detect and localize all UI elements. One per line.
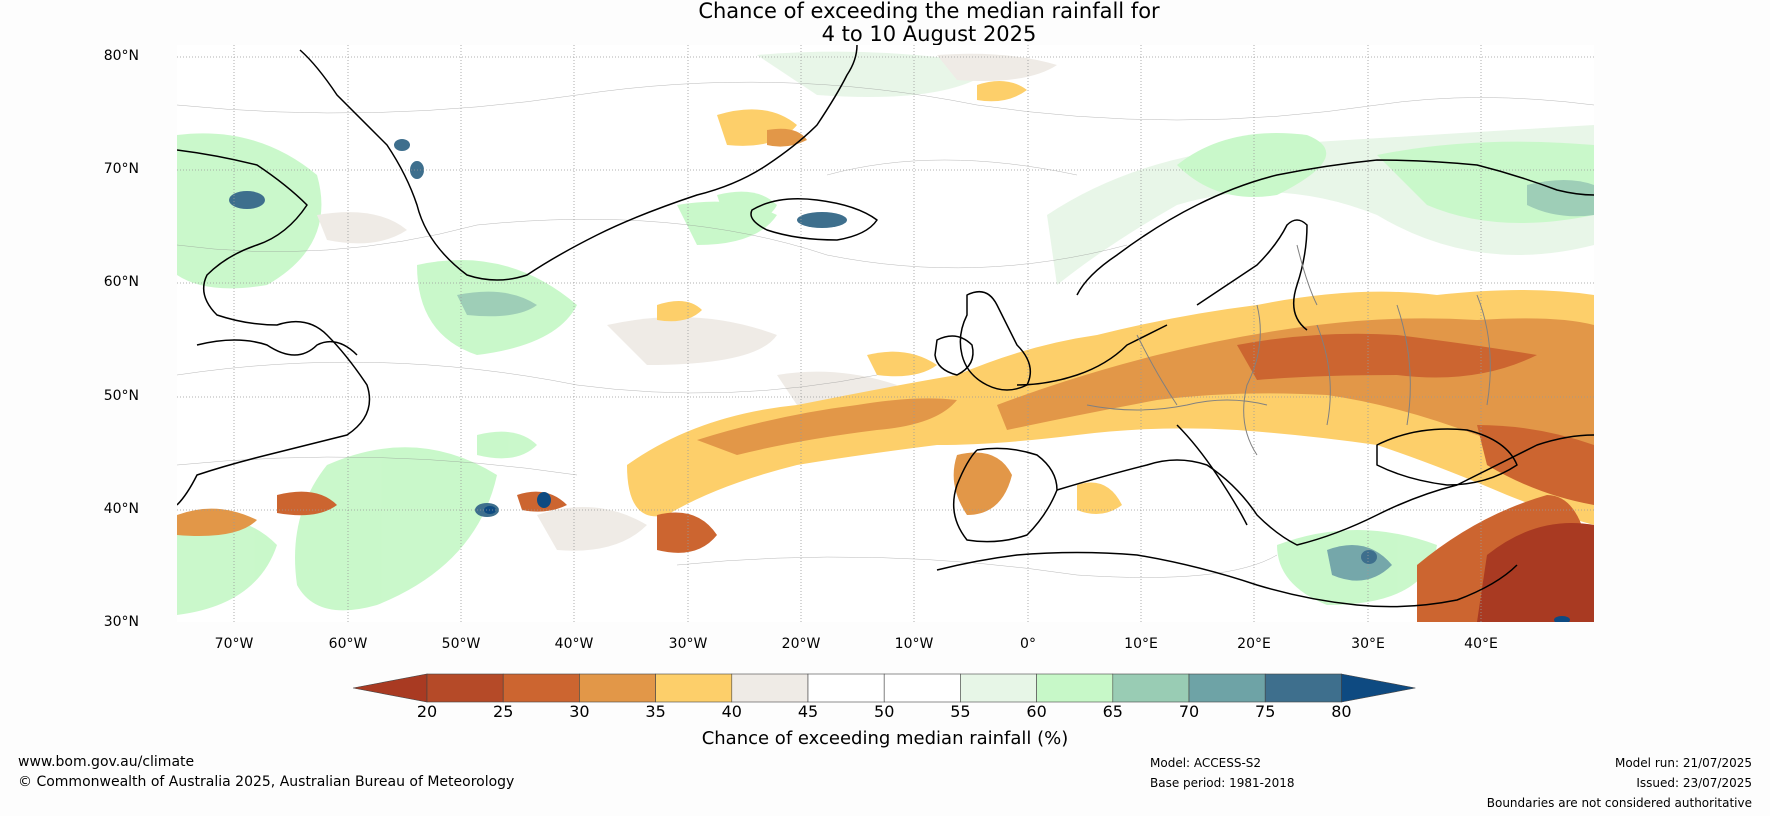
coastlines bbox=[177, 45, 1594, 608]
colorbar-segment bbox=[1264, 673, 1342, 703]
baffin-coast bbox=[177, 149, 371, 506]
colorbar-tick-label: 30 bbox=[569, 702, 590, 721]
title-line-2: 4 to 10 August 2025 bbox=[821, 22, 1037, 46]
colorbar-segment bbox=[960, 673, 1037, 703]
colorbar-segment bbox=[1112, 673, 1190, 703]
colorbar-tick-label: 80 bbox=[1331, 702, 1352, 721]
colorbar bbox=[353, 673, 1416, 703]
baltic-coast bbox=[1196, 219, 1308, 331]
lon-label-30e: 30°E bbox=[1351, 636, 1385, 652]
colorbar-segment bbox=[883, 673, 961, 703]
colorbar-tick-label: 45 bbox=[797, 702, 819, 721]
ireland-coast bbox=[934, 335, 974, 376]
colorbar-tick-label: 60 bbox=[1026, 702, 1047, 721]
model-text: Model: ACCESS-S2 bbox=[1150, 756, 1262, 770]
labrador-coast bbox=[196, 339, 358, 356]
colorbar-tick-label: 50 bbox=[874, 702, 895, 721]
colorbar-segment bbox=[655, 673, 733, 703]
colorbar-segments bbox=[353, 673, 1416, 703]
colorbar-tick-label: 55 bbox=[950, 702, 971, 721]
north-africa-coast bbox=[936, 551, 1518, 608]
copyright-text: © Commonwealth of Australia 2025, Austra… bbox=[18, 774, 515, 790]
colorbar-extend-low bbox=[353, 673, 428, 703]
lon-label-40e: 40°E bbox=[1464, 636, 1498, 652]
colorbar-segment bbox=[1036, 673, 1114, 703]
lon-label-50w: 50°W bbox=[441, 636, 481, 652]
lat-label-40n: 40°N bbox=[103, 501, 139, 517]
lon-label-20w: 20°W bbox=[781, 636, 821, 652]
colorbar-tick-label: 70 bbox=[1178, 702, 1200, 721]
wetter-areas bbox=[177, 51, 1594, 615]
colorbar-tick-label: 35 bbox=[645, 702, 666, 721]
colorbar-tick-label: 75 bbox=[1255, 702, 1276, 721]
colorbar-segment bbox=[502, 673, 580, 703]
lon-label-20e: 20°E bbox=[1237, 636, 1271, 652]
map-title: Chance of exceeding the median rainfall … bbox=[0, 0, 1770, 46]
model-run-text: Model run: 21/07/2025 bbox=[1614, 756, 1752, 770]
colorbar-tick-label: 65 bbox=[1102, 702, 1123, 721]
lat-label-70n: 70°N bbox=[103, 161, 139, 177]
lat-label-50n: 50°N bbox=[103, 388, 139, 404]
lon-label-40w: 40°W bbox=[554, 636, 594, 652]
colorbar-extend-high bbox=[1341, 673, 1416, 703]
colorbar-segment bbox=[731, 673, 809, 703]
boundaries-note: Boundaries are not considered authoritat… bbox=[1486, 796, 1752, 810]
greenland-coast bbox=[299, 45, 858, 281]
lon-label-0: 0° bbox=[1020, 636, 1036, 652]
lon-label-10w: 10°W bbox=[894, 636, 934, 652]
colorbar-segment bbox=[1188, 673, 1266, 703]
lon-label-30w: 30°W bbox=[668, 636, 708, 652]
colorbar-tick-label: 40 bbox=[721, 702, 742, 721]
title-line-1: Chance of exceeding the median rainfall … bbox=[698, 0, 1160, 23]
lat-label-80n: 80°N bbox=[103, 48, 139, 64]
italy-coast bbox=[1176, 424, 1248, 526]
website-link[interactable]: www.bom.gov.au/climate bbox=[18, 754, 195, 770]
colorbar-segment bbox=[426, 673, 504, 703]
europe-west-coast bbox=[952, 324, 1168, 543]
colorbar-segment bbox=[807, 673, 885, 703]
lon-label-60w: 60°W bbox=[328, 636, 368, 652]
colorbar-tick-label: 25 bbox=[493, 702, 514, 721]
iceland-coast bbox=[750, 198, 878, 241]
graticule bbox=[177, 45, 1594, 622]
mediterranean-coast bbox=[1056, 434, 1594, 546]
black-sea-coast bbox=[1376, 428, 1518, 486]
base-period-text: Base period: 1981-2018 bbox=[1150, 776, 1295, 790]
lat-label-60n: 60°N bbox=[103, 274, 139, 290]
lon-label-70w: 70°W bbox=[214, 636, 254, 652]
scandinavia-coast bbox=[1076, 159, 1594, 296]
issued-text: Issued: 23/07/2025 bbox=[1636, 776, 1752, 790]
colorbar-segment bbox=[579, 673, 656, 703]
rainfall-probability-map bbox=[177, 45, 1594, 622]
colorbar-label: Chance of exceeding median rainfall (%) bbox=[701, 728, 1069, 749]
contour-lines bbox=[177, 81, 1594, 578]
lon-label-10e: 10°E bbox=[1124, 636, 1158, 652]
colorbar-tick-label: 20 bbox=[416, 702, 438, 721]
lat-label-30n: 30°N bbox=[103, 614, 139, 630]
country-borders bbox=[1086, 244, 1491, 456]
